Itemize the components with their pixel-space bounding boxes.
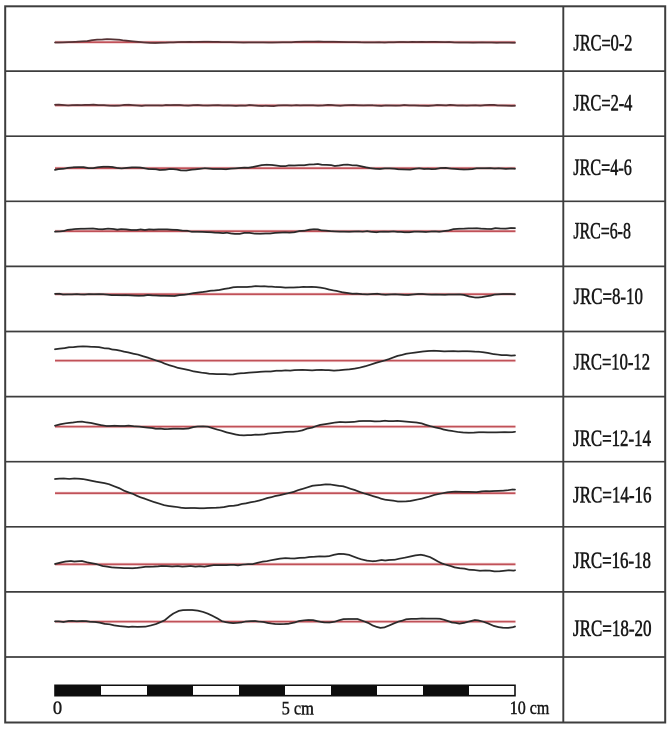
svg-text:5 cm: 5 cm — [282, 700, 315, 720]
svg-text:JRC=4-6: JRC=4-6 — [573, 155, 632, 180]
svg-text:JRC=18-20: JRC=18-20 — [573, 616, 652, 641]
svg-text:JRC=10-12: JRC=10-12 — [573, 350, 650, 375]
svg-text:JRC=6-8: JRC=6-8 — [573, 219, 631, 244]
svg-text:JRC=16-18: JRC=16-18 — [573, 548, 651, 573]
svg-text:JRC=8-10: JRC=8-10 — [573, 284, 643, 309]
svg-text:JRC=14-16: JRC=14-16 — [573, 483, 652, 508]
svg-text:JRC=12-14: JRC=12-14 — [573, 426, 651, 451]
svg-text:JRC=0-2: JRC=0-2 — [573, 31, 632, 56]
svg-text:10 cm: 10 cm — [510, 699, 550, 719]
svg-text:0: 0 — [53, 699, 62, 719]
svg-text:JRC=2-4: JRC=2-4 — [573, 91, 632, 116]
